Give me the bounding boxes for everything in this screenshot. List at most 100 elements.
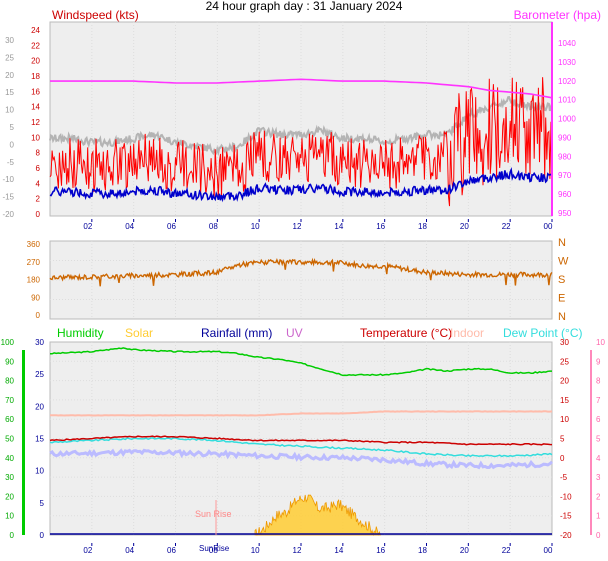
windspeed-tick-label: 24 <box>31 26 40 35</box>
uv-axis-bar <box>590 350 592 535</box>
rainfall-tick-label: 15 <box>35 435 44 444</box>
uv-line <box>49 448 554 470</box>
uv-tick-label: 2 <box>596 492 601 501</box>
direction-tick-label: 90 <box>31 293 40 302</box>
wind-outer-tick-label: -5 <box>7 158 15 167</box>
legend-rainfall: Rainfall (mm) <box>201 326 272 340</box>
legend-uv: UV <box>286 326 303 340</box>
temperature-tick-label: 30 <box>560 338 569 347</box>
humidity-tick-label: 80 <box>5 377 14 386</box>
direction-tick-label: 360 <box>27 240 41 249</box>
humidity-axis-bar <box>22 350 25 535</box>
temperature-tick-label: 10 <box>560 415 569 424</box>
x-tick-label: 08 <box>209 546 218 555</box>
compass-tick-label: N <box>558 237 566 249</box>
wind-direction-line <box>49 257 553 287</box>
conditions-legend: Humidity Solar Rainfall (mm) UV Temperat… <box>57 326 582 340</box>
x-tick-label: 16 <box>376 546 385 555</box>
temperature-ticks: -20 -15 -10 -5 0 5 10 15 20 25 30 <box>560 338 572 540</box>
uv-tick-label: 9 <box>596 357 601 366</box>
rainfall-tick-label: 20 <box>35 402 44 411</box>
temperature-tick-label: -5 <box>560 473 568 482</box>
x-tick-label: 04 <box>125 546 134 555</box>
temperature-tick-label: 25 <box>560 357 569 366</box>
sunrise-annotation: Sun Rise <box>195 509 232 519</box>
barometer-tick-label: 1010 <box>558 96 576 105</box>
x-tick-label: 20 <box>460 546 469 555</box>
legend-dew-point: Dew Point (°C) <box>503 326 582 340</box>
legend-humidity: Humidity <box>57 326 104 340</box>
windspeed-tick-label: 18 <box>31 72 40 81</box>
x-tick-label: 02 <box>83 546 92 555</box>
humidity-ticks: 0 10 20 30 40 50 60 70 80 90 100 <box>1 338 15 540</box>
windspeed-tick-label: 16 <box>31 87 40 96</box>
windspeed-tick-label: 2 <box>36 195 41 204</box>
wind-outer-ticks: -20 -15 -10 -5 0 5 10 15 20 25 30 <box>2 36 14 219</box>
barometer-tick-label: 990 <box>558 133 572 142</box>
temperature-line <box>49 435 553 446</box>
x-tick-label: 12 <box>293 222 302 231</box>
legend-temperature: Temperature (°C) <box>360 326 452 340</box>
barometer-tick-label: 1020 <box>558 77 576 86</box>
wind-x-ticks: 02 04 06 08 10 12 14 16 18 20 22 00 <box>83 219 553 231</box>
uv-tick-label: 6 <box>596 415 601 424</box>
x-tick-label: 10 <box>251 222 260 231</box>
uv-tick-label: 5 <box>596 435 601 444</box>
humidity-tick-label: 0 <box>10 531 15 540</box>
x-tick-label: 14 <box>334 546 343 555</box>
uv-tick-label: 0 <box>596 531 601 540</box>
windspeed-tick-label: 12 <box>31 118 40 127</box>
direction-tick-label: 180 <box>27 276 41 285</box>
humidity-tick-label: 40 <box>5 454 14 463</box>
barometer-tick-label: 980 <box>558 152 572 161</box>
sunrise-axis-annotation: SunRise <box>199 544 230 553</box>
wind-direction-ticks: 0 90 180 270 360 <box>27 240 41 320</box>
humidity-tick-label: 50 <box>5 435 14 444</box>
uv-ticks: 0 1 2 3 4 5 6 7 8 9 10 <box>596 338 605 540</box>
legend-indoor: Indoor <box>450 326 484 340</box>
wind-plot-area <box>49 21 553 217</box>
windspeed-line <box>49 77 553 207</box>
conditions-x-ticks: 02 04 06 08 10 12 14 16 18 20 22 00 <box>83 543 553 555</box>
wind-outer-tick-label: 30 <box>5 36 14 45</box>
humidity-line <box>50 347 552 377</box>
uv-tick-label: 8 <box>596 377 601 386</box>
humidity-tick-label: 70 <box>5 396 14 405</box>
x-tick-label: 18 <box>418 546 427 555</box>
wind-outer-tick-label: -20 <box>2 210 14 219</box>
temperature-tick-label: -20 <box>560 531 572 540</box>
humidity-tick-label: 10 <box>5 512 14 521</box>
x-tick-label: 14 <box>334 222 343 231</box>
x-tick-label: 22 <box>502 546 511 555</box>
x-tick-label: 22 <box>502 222 511 231</box>
chart-title: 24 hour graph day : 31 January 2024 <box>206 0 403 13</box>
x-tick-label: 06 <box>167 222 176 231</box>
rainfall-ticks: 0 5 10 15 20 25 30 <box>35 338 44 540</box>
rainfall-tick-label: 25 <box>35 370 44 379</box>
indoor-line <box>50 410 553 417</box>
windspeed-tick-label: 20 <box>31 57 40 66</box>
uv-tick-label: 3 <box>596 473 601 482</box>
x-tick-label: 20 <box>460 222 469 231</box>
temperature-tick-label: 5 <box>560 435 565 444</box>
x-tick-label: 04 <box>125 222 134 231</box>
wind-outer-tick-label: 0 <box>10 140 15 149</box>
solar-area <box>254 494 382 537</box>
windspeed-tick-label: 4 <box>36 179 41 188</box>
wind-outer-tick-label: -10 <box>2 175 14 184</box>
barometer-tick-label: 1030 <box>558 58 576 67</box>
barometer-tick-label: 1040 <box>558 39 576 48</box>
rainfall-tick-label: 0 <box>40 531 45 540</box>
x-tick-label: 06 <box>167 546 176 555</box>
x-tick-label: 00 <box>544 222 553 231</box>
temperature-tick-label: 0 <box>560 454 565 463</box>
humidity-tick-label: 90 <box>5 357 14 366</box>
compass-tick-label: W <box>558 256 569 268</box>
legend-solar: Solar <box>125 326 153 340</box>
humidity-tick-label: 100 <box>1 338 15 347</box>
direction-tick-label: 0 <box>36 311 41 320</box>
x-tick-label: 02 <box>83 222 92 231</box>
